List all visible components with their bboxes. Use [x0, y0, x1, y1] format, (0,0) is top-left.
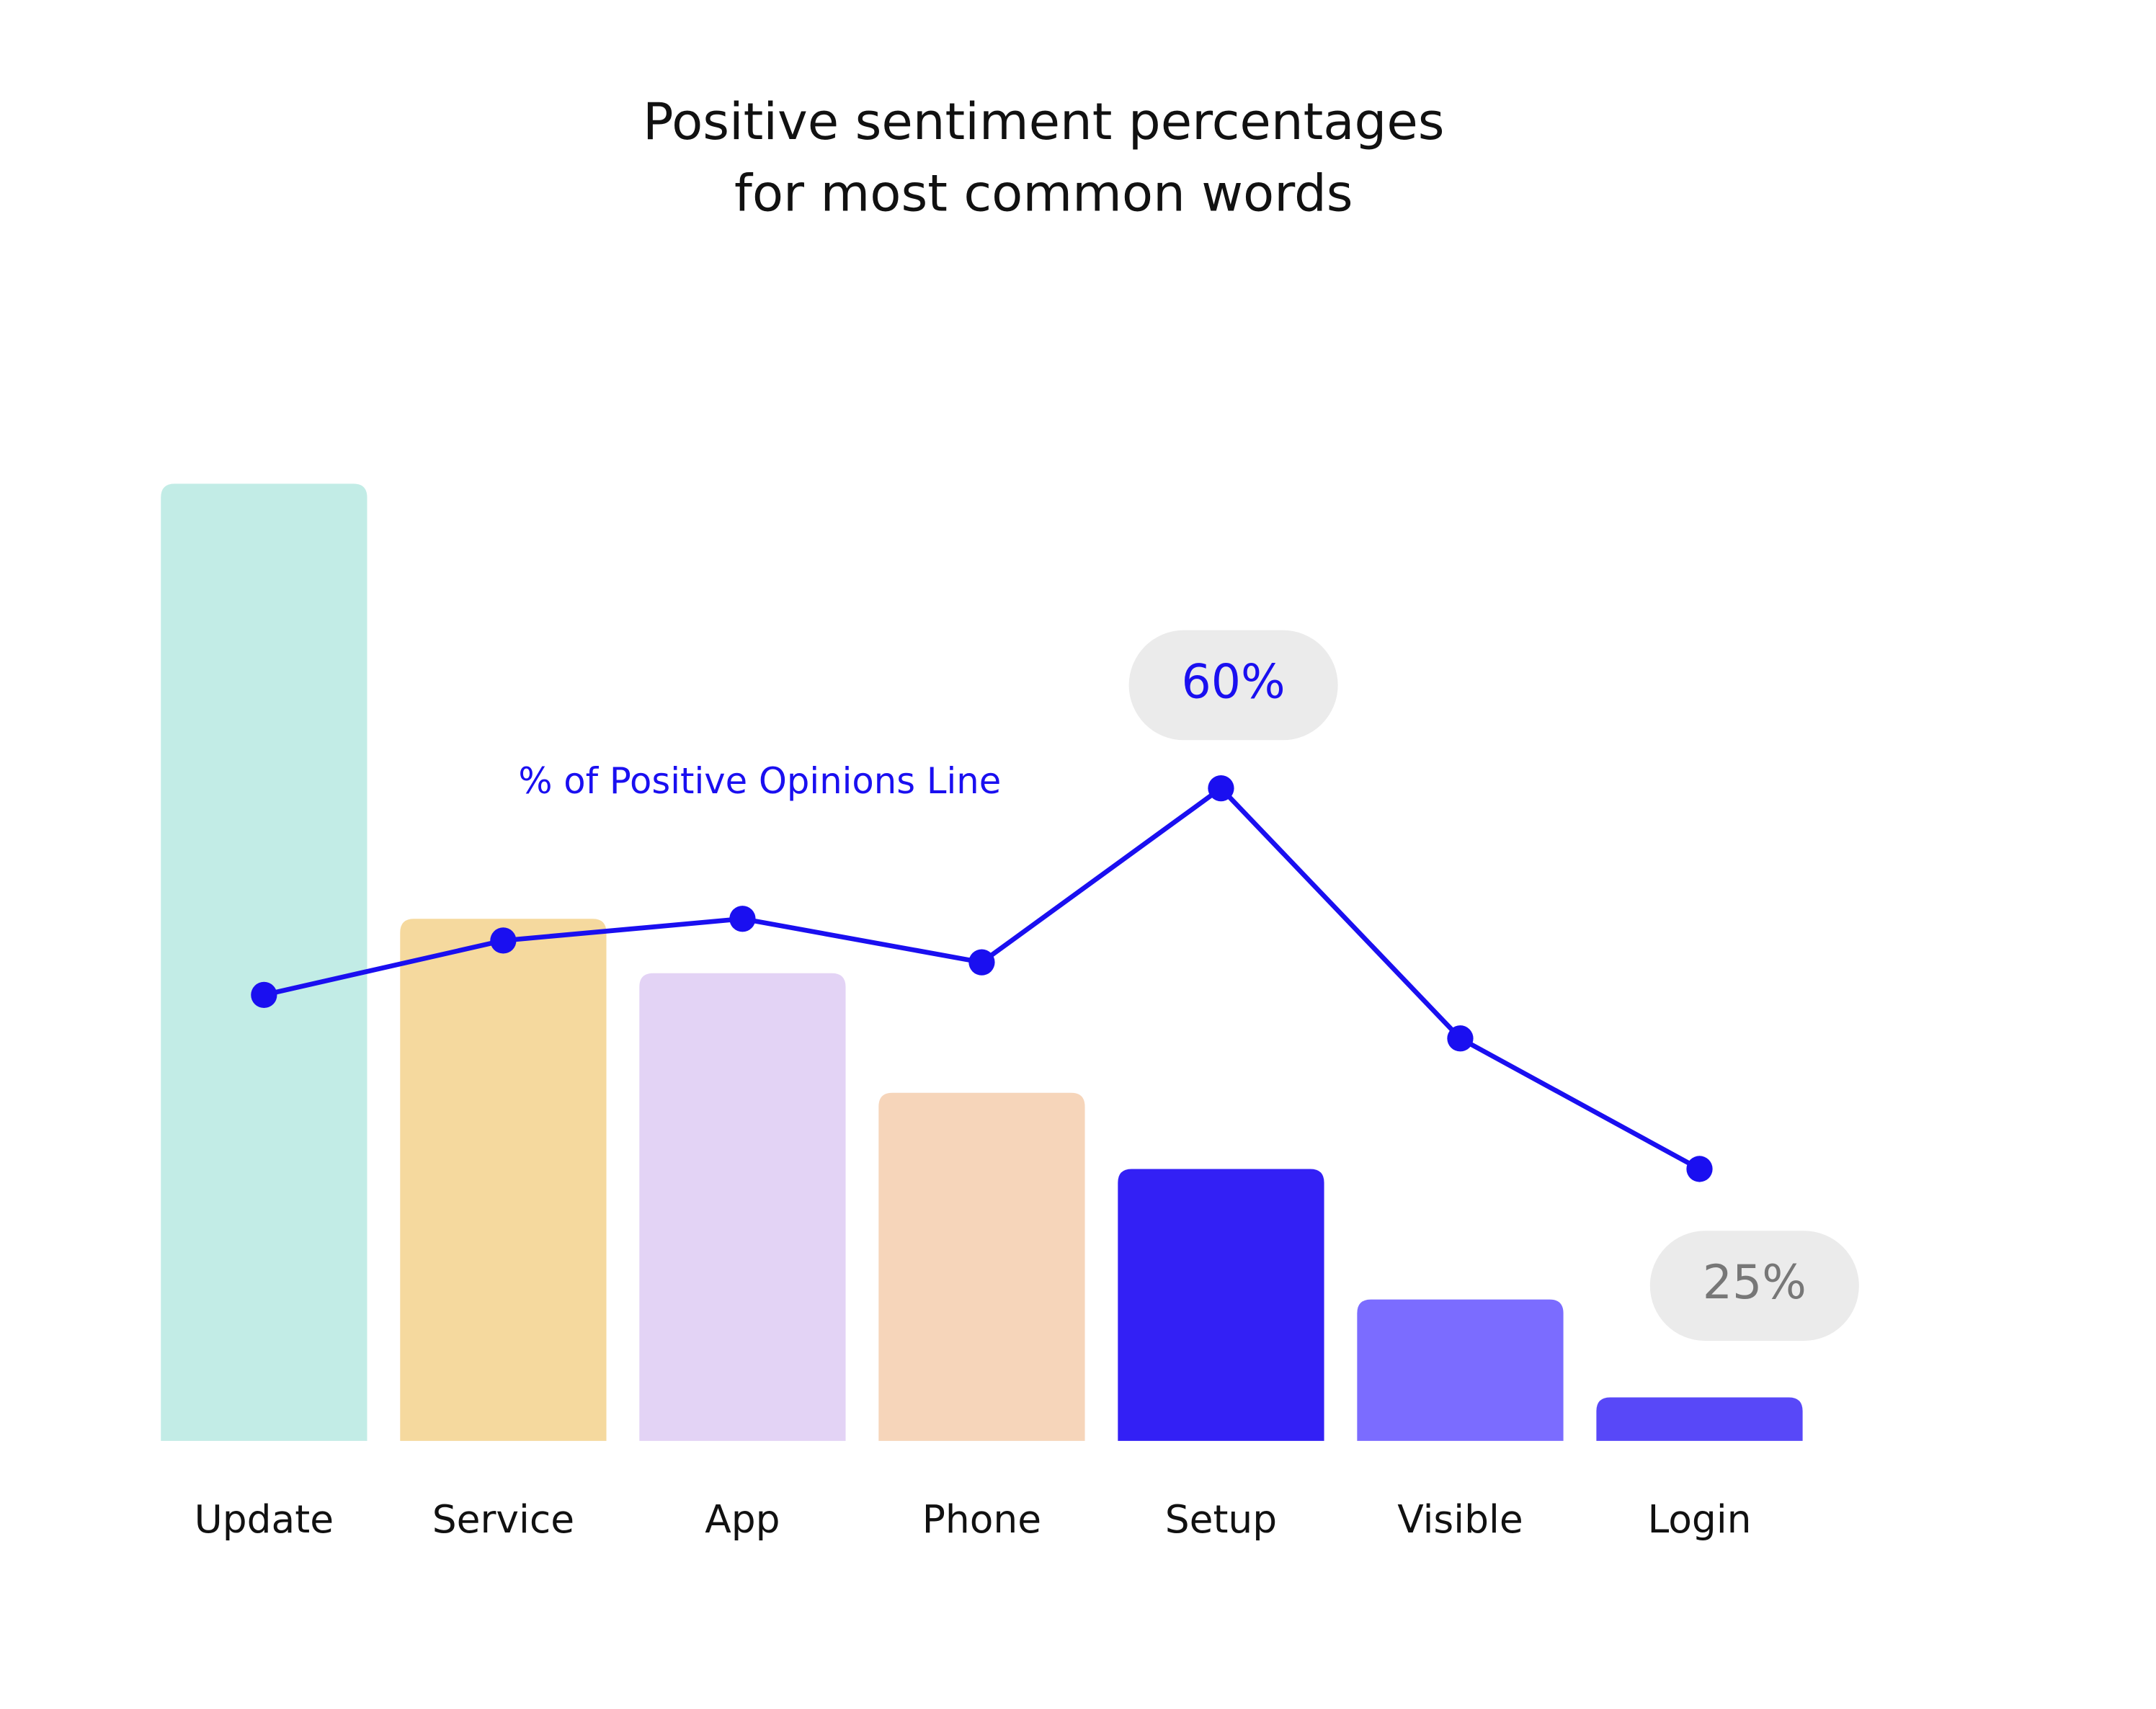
bar — [639, 973, 846, 1441]
line-point — [1208, 775, 1234, 802]
line-layer: % of Positive Opinions Line 60% 25% — [251, 630, 1859, 1341]
line-point — [1447, 1025, 1474, 1052]
bar — [161, 483, 368, 1441]
bar — [878, 1092, 1085, 1441]
line-point — [1686, 1156, 1713, 1182]
value-label: 60% — [1182, 656, 1286, 710]
x-tick-label: Update — [195, 1496, 334, 1542]
line-legend: % of Positive Opinions Line — [518, 760, 1001, 802]
chart-title: Positive sentiment percentages — [643, 92, 1445, 151]
x-tick-label: Visible — [1397, 1496, 1523, 1542]
line-point — [490, 927, 517, 954]
x-tick-label: App — [705, 1496, 780, 1542]
value-label: 25% — [1703, 1256, 1807, 1310]
x-tick-label: Login — [1647, 1496, 1751, 1542]
bar — [1357, 1299, 1564, 1441]
line-point — [729, 906, 756, 932]
bars — [161, 483, 1803, 1441]
line-point — [968, 949, 995, 976]
bar — [1596, 1397, 1803, 1441]
value-label-bubble — [1649, 1231, 1859, 1341]
line-point — [251, 981, 277, 1009]
x-tick-label: Service — [432, 1496, 574, 1542]
x-tick-label: Setup — [1165, 1496, 1277, 1542]
bar — [1118, 1169, 1324, 1441]
bar — [400, 919, 607, 1441]
chart-title: for most common words — [734, 163, 1353, 223]
value-label-bubble — [1128, 630, 1338, 741]
x-tick-label: Phone — [922, 1496, 1041, 1542]
